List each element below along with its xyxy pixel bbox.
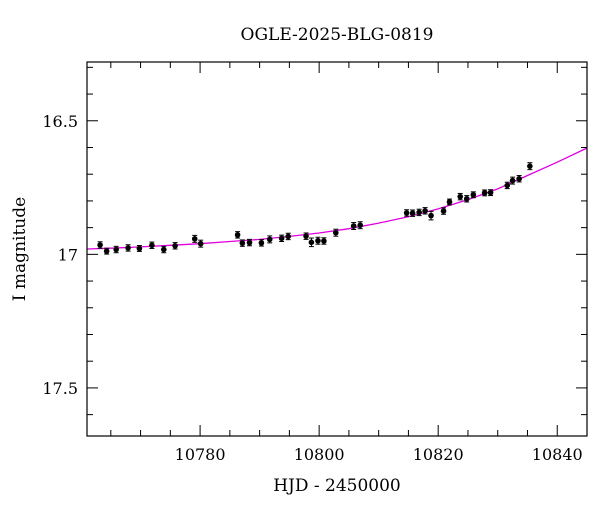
- data-point: [136, 245, 143, 252]
- data-point: [504, 181, 511, 190]
- point-marker: [487, 189, 494, 196]
- y-tick-label: 16.5: [42, 112, 78, 131]
- axis-ticks: [87, 62, 588, 436]
- data-point: [197, 239, 204, 248]
- point-marker: [303, 233, 309, 239]
- data-point: [113, 245, 119, 254]
- data-point: [285, 232, 291, 241]
- point-marker: [481, 190, 488, 196]
- data-point: [125, 244, 131, 252]
- data-point: [487, 189, 494, 197]
- chart-title: OGLE-2025-BLG-0819: [241, 25, 434, 45]
- point-marker: [403, 210, 410, 216]
- data-point: [172, 242, 178, 250]
- point-marker: [504, 182, 511, 189]
- point-marker: [321, 238, 327, 244]
- point-marker: [113, 246, 119, 253]
- point-marker: [278, 235, 285, 242]
- data-point: [308, 237, 315, 248]
- point-marker: [246, 239, 253, 246]
- point-marker: [470, 191, 477, 198]
- point-marker: [516, 175, 522, 182]
- point-marker: [308, 239, 315, 246]
- point-marker: [239, 240, 246, 246]
- point-marker: [422, 207, 428, 214]
- x-tick-label: 10800: [294, 445, 345, 464]
- point-marker: [509, 177, 516, 184]
- data-point: [403, 209, 410, 217]
- x-tick-label: 10840: [532, 445, 583, 464]
- data-point: [481, 189, 488, 197]
- data-point: [103, 247, 110, 255]
- y-tick-label: 17: [58, 245, 78, 264]
- y-axis-label: I magnitude: [10, 197, 30, 301]
- data-point: [315, 236, 321, 245]
- data-point: [246, 238, 253, 247]
- point-marker: [191, 236, 198, 242]
- data-point: [239, 239, 246, 247]
- point-marker: [315, 237, 321, 244]
- data-point: [428, 210, 434, 221]
- plot-frame: [86, 61, 588, 437]
- data-point: [516, 175, 522, 183]
- data-point: [422, 207, 428, 215]
- point-marker: [428, 212, 434, 219]
- data-point: [446, 198, 453, 206]
- point-marker: [527, 163, 533, 169]
- data-point: [258, 239, 265, 247]
- point-marker: [416, 209, 422, 216]
- data-point: [409, 209, 416, 217]
- point-marker: [160, 246, 167, 253]
- point-marker: [197, 240, 204, 247]
- point-marker: [103, 248, 110, 254]
- point-marker: [97, 242, 103, 248]
- data-point: [350, 222, 357, 230]
- y-tick-label: 17.5: [42, 379, 78, 398]
- point-marker: [285, 233, 291, 240]
- point-marker: [457, 193, 464, 200]
- data-point: [463, 195, 470, 203]
- data-point: [266, 235, 273, 244]
- point-marker: [409, 210, 416, 217]
- point-marker: [463, 195, 470, 202]
- point-marker: [446, 199, 453, 205]
- point-marker: [149, 242, 155, 249]
- data-point: [149, 241, 155, 249]
- data-point: [321, 237, 327, 245]
- x-tick-label: 10820: [413, 445, 464, 464]
- point-marker: [258, 240, 265, 246]
- data-point: [470, 191, 477, 199]
- data-point: [333, 228, 339, 237]
- data-point: [191, 234, 198, 243]
- point-marker: [333, 229, 339, 236]
- x-axis-label: HJD - 2450000: [273, 476, 401, 496]
- point-marker: [357, 222, 364, 229]
- data-point: [509, 176, 516, 185]
- point-marker: [440, 208, 447, 214]
- data-point: [416, 208, 422, 217]
- point-marker: [266, 236, 273, 243]
- point-marker: [172, 242, 178, 249]
- data-point: [457, 192, 464, 201]
- point-marker: [125, 245, 131, 251]
- x-tick-label: 10780: [175, 445, 226, 464]
- tick-labels: 10780 10800 10820 10840 16.5 17 17.5: [42, 112, 582, 464]
- data-point: [527, 162, 533, 171]
- data-point: [278, 234, 285, 243]
- data-point: [97, 241, 103, 249]
- data-point: [160, 245, 167, 254]
- data-points-layer: [97, 162, 533, 255]
- data-point: [440, 207, 447, 215]
- point-marker: [136, 245, 143, 252]
- point-marker: [350, 223, 357, 229]
- data-point: [303, 232, 309, 240]
- data-point: [357, 221, 364, 230]
- data-point: [234, 231, 241, 239]
- point-marker: [234, 232, 241, 238]
